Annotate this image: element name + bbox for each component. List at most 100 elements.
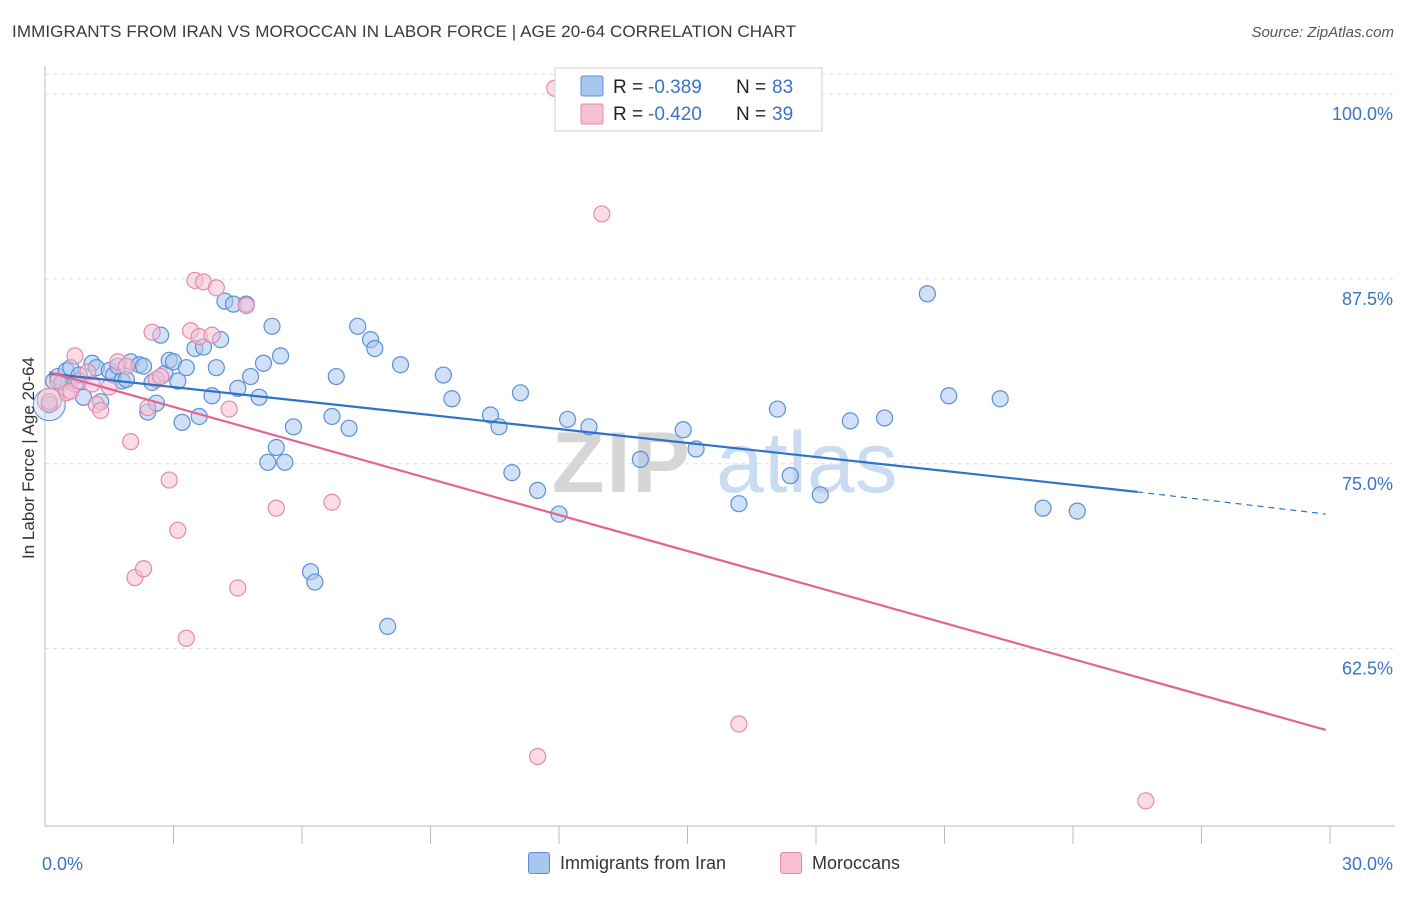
trend-lines: [48, 371, 1327, 731]
moroccans-point-15: [134, 560, 153, 578]
legend-pink-r-label: R =: [613, 104, 643, 125]
iran-point-64: [528, 481, 547, 499]
iran-point-63: [511, 384, 530, 402]
iran-trend-extension: [1137, 491, 1326, 515]
iran-point-62: [503, 464, 521, 482]
moroccans-point-20: [160, 471, 178, 489]
iran-point-45: [267, 438, 285, 457]
iran-point-78: [940, 387, 958, 405]
watermark-zip: ZIP: [552, 415, 692, 511]
iran-point-28: [173, 413, 191, 431]
moroccans-point-cluster: [36, 387, 62, 413]
source-credit: Source: ZipAtlas.com: [1251, 24, 1394, 41]
iran-point-46: [271, 347, 290, 365]
iran-point-80: [1034, 499, 1052, 517]
legend-moroccans-swatch: [780, 852, 802, 874]
y-tick-label-1: 87.5%: [1342, 289, 1393, 309]
legend-pink-n-label: N =: [736, 104, 766, 125]
y-tick-label-2: 75.0%: [1342, 474, 1393, 494]
iran-point-82: [306, 573, 324, 591]
iran-point-53: [349, 317, 367, 335]
iran-point-52: [340, 419, 358, 437]
moroccans-point-38: [1137, 792, 1155, 810]
series-moroccans-points: [36, 79, 1155, 810]
iran-point-58: [434, 366, 452, 384]
x-tick-label-1: 30.0%: [1342, 854, 1393, 874]
legend-pink-swatch: [580, 103, 604, 125]
moroccans-point-22: [177, 629, 195, 647]
legend-iran-swatch: [528, 852, 550, 874]
moroccans-point-33: [323, 493, 341, 511]
tick-labels: 100.0% 87.5% 75.0% 62.5% 0.0% 30.0%: [42, 104, 1393, 874]
iran-point-73: [781, 467, 799, 485]
moroccans-point-21: [169, 521, 187, 539]
iran-point-42: [254, 354, 273, 372]
iran-point-77: [918, 285, 936, 303]
iran-point-74: [811, 486, 829, 504]
iran-point-60: [481, 406, 500, 424]
iran-point-44: [263, 317, 281, 335]
iran-point-68: [631, 450, 649, 468]
iran-point-55: [366, 339, 384, 358]
legend-blue-swatch: [580, 75, 604, 97]
iran-point-75: [841, 412, 859, 430]
moroccans-point-31: [237, 296, 255, 315]
legend-item-iran: Immigrants from Iran: [528, 852, 726, 874]
iran-point-79: [991, 390, 1009, 408]
legend-blue-n-label: N =: [736, 77, 766, 98]
iran-point-48: [284, 418, 303, 436]
moroccans-point-30: [229, 579, 247, 597]
iran-point-81: [1068, 502, 1086, 520]
iran-point-43: [259, 453, 277, 471]
legend-moroccans-label: Moroccans: [812, 852, 901, 873]
iran-point-50: [327, 367, 345, 386]
moroccans-point-0: [40, 393, 58, 411]
iran-point-51: [323, 407, 341, 426]
watermark: ZIP atlas: [552, 415, 898, 511]
axes: [44, 66, 1395, 844]
moroccans-point-13: [122, 433, 140, 451]
iran-point-76: [875, 409, 894, 427]
legend-pink-n-value: 39: [772, 104, 793, 125]
legend-top: R = -0.389 N = 83 R = -0.420 N = 39: [554, 67, 823, 132]
legend-blue-n-value: 83: [772, 77, 793, 98]
iran-point-34: [207, 359, 225, 377]
moroccans-point-19: [152, 367, 170, 386]
moroccans-point-9: [92, 401, 110, 420]
moroccans-point-12: [117, 357, 135, 375]
y-tick-label-0: 100.0%: [1332, 104, 1393, 124]
moroccans-point-32: [267, 499, 285, 517]
iran-point-66: [558, 410, 577, 429]
legend-bottom: Immigrants from Iran Moroccans: [0, 848, 1406, 880]
iran-point-47: [276, 453, 294, 471]
y-axis-label: In Labor Force | Age 20-64: [19, 357, 38, 559]
iran-point-71: [730, 495, 748, 513]
grid-lines: [45, 73, 1395, 650]
moroccans-point-28: [207, 279, 225, 297]
iran-point-40: [242, 367, 260, 386]
legend-item-moroccans: Moroccans: [780, 852, 900, 874]
iran-point-56: [379, 617, 397, 636]
moroccans-point-27: [203, 326, 221, 344]
chart-title: IMMIGRANTS FROM IRAN VS MOROCCAN IN LABO…: [12, 22, 797, 41]
legend-blue-r-value: -0.389: [648, 77, 702, 98]
iran-point-27: [169, 372, 187, 390]
x-tick-label-0: 0.0%: [42, 854, 83, 874]
iran-point-57: [391, 356, 410, 374]
moroccans-point-36: [593, 205, 611, 223]
iran-trend-line: [49, 372, 1138, 493]
iran-point-59: [443, 390, 461, 408]
iran-point-29: [177, 359, 195, 377]
legend-iran-label: Immigrants from Iran: [560, 852, 727, 873]
moroccans-point-17: [143, 323, 161, 341]
iran-point-38: [229, 379, 247, 397]
iran-point-19: [134, 357, 153, 375]
moroccans-point-1: [49, 372, 67, 390]
legend-blue-r-label: R =: [613, 77, 643, 98]
moroccans-point-29: [220, 400, 238, 418]
moroccans-point-37: [730, 715, 748, 733]
legend-pink-r-value: -0.420: [648, 104, 702, 125]
y-tick-label-3: 62.5%: [1342, 659, 1393, 679]
